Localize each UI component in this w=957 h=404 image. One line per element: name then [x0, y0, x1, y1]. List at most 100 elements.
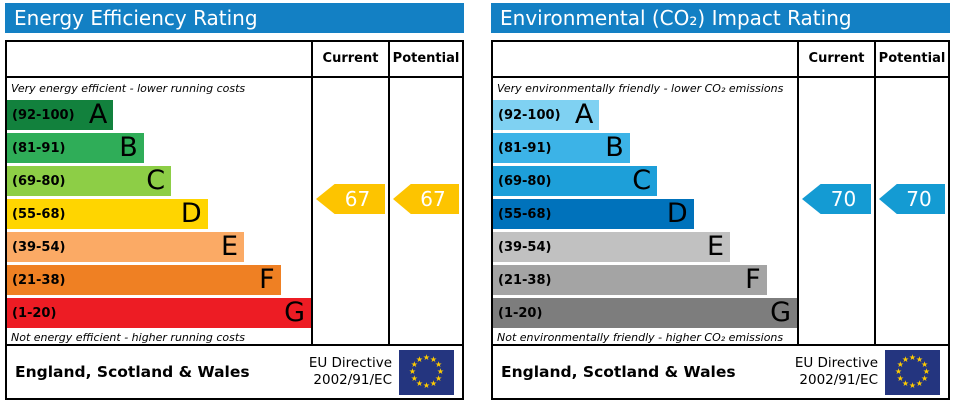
eu-star-icon: ★	[896, 360, 904, 369]
band-letter: F	[259, 264, 275, 295]
band-range-label: (81-91)	[498, 140, 552, 156]
co2-current-cell: 70	[799, 78, 876, 344]
band-range-label: (69-80)	[12, 173, 66, 189]
rating-band-b: (81-91) B	[493, 133, 630, 163]
co2-panel-title: Environmental (CO₂) Impact Rating	[491, 3, 950, 33]
rating-band-c: (69-80) C	[7, 165, 172, 196]
energy-region-label: England, Scotland & Wales	[15, 363, 250, 381]
rating-band-f: (21-38) F	[7, 265, 281, 295]
energy-directive-line2: 2002/91/EC	[313, 372, 392, 388]
co2-potential-cell: 70	[876, 78, 948, 344]
energy-directive-line1: EU Directive	[308, 355, 392, 372]
energy-top-note: Very energy efficient - lower running co…	[11, 82, 246, 95]
eu-star-icon: ★	[429, 354, 438, 364]
band-range-label: (1-20)	[12, 305, 57, 321]
eu-star-icon: ★	[908, 353, 917, 362]
eu-star-icon: ★	[896, 374, 904, 383]
rating-band-g: (1-20) G	[7, 298, 311, 328]
energy-bands-column: Very energy efficient - lower running co…	[7, 78, 313, 344]
energy-header-row: Current Potential	[7, 42, 462, 78]
eu-star-icon: ★	[422, 381, 431, 390]
band-letter: E	[221, 231, 239, 262]
band-range-label: (69-80)	[498, 173, 552, 189]
rating-band-a: (92-100) A	[7, 99, 114, 130]
eu-star-icon: ★	[901, 354, 910, 364]
co2-header-row: Current Potential	[493, 42, 948, 78]
band-range-label: (55-68)	[12, 206, 66, 222]
eu-star-icon: ★	[435, 360, 443, 369]
energy-current-arrow: 67	[316, 184, 385, 214]
energy-current-value: 67	[344, 187, 371, 211]
energy-potential-value: 67	[420, 187, 446, 211]
co2-current-column-header: Current	[799, 42, 876, 76]
rating-band-d: (55-68) D	[7, 199, 208, 229]
energy-rating-table: Current Potential Very energy efficient …	[5, 40, 464, 400]
eu-star-icon: ★	[436, 367, 445, 376]
eu-flag-icon: ★ ★ ★ ★ ★ ★ ★ ★ ★ ★ ★ ★	[399, 349, 454, 395]
band-letter: A	[88, 99, 108, 130]
eu-flag-icon: ★ ★ ★ ★ ★ ★ ★ ★ ★ ★ ★ ★	[885, 349, 940, 395]
co2-rating-table: Current Potential Very environmentally f…	[491, 40, 950, 400]
eu-star-icon: ★	[915, 354, 924, 364]
band-range-label: (21-38)	[498, 272, 552, 288]
eu-star-icon: ★	[915, 379, 924, 389]
band-range-label: (1-20)	[498, 305, 543, 321]
eu-star-icon: ★	[922, 367, 931, 376]
rating-band-e: (39-54) E	[7, 231, 245, 262]
co2-bands-column: Very environmentally friendly - lower CO…	[493, 78, 799, 344]
eu-star-icon: ★	[429, 379, 438, 389]
rating-band-c: (69-80) C	[493, 165, 658, 196]
co2-chart-body: Very environmentally friendly - lower CO…	[493, 78, 948, 344]
energy-potential-arrow: 67	[393, 184, 459, 214]
eu-star-icon: ★	[422, 353, 431, 362]
band-letter: D	[180, 198, 202, 229]
co2-potential-arrow: 70	[879, 184, 945, 214]
energy-chart-body: Very energy efficient - lower running co…	[7, 78, 462, 344]
band-range-label: (55-68)	[498, 206, 552, 222]
energy-potential-column-header: Potential	[392, 51, 460, 66]
co2-impact-panel: Environmental (CO₂) Impact Rating Curren…	[491, 3, 950, 400]
energy-bottom-note: Not energy efficient - higher running co…	[11, 331, 245, 344]
eu-star-icon: ★	[435, 374, 443, 383]
eu-star-icon: ★	[921, 374, 929, 383]
co2-header-spacer	[493, 42, 799, 76]
co2-current-arrow: 70	[802, 184, 871, 214]
band-letter: C	[632, 165, 652, 196]
band-letter: B	[119, 132, 138, 163]
band-range-label: (39-54)	[498, 239, 552, 255]
rating-band-d: (55-68) D	[493, 199, 694, 229]
band-letter: F	[745, 264, 761, 295]
rating-band-f: (21-38) F	[493, 265, 767, 295]
rating-band-e: (39-54) E	[493, 231, 731, 262]
band-range-label: (21-38)	[12, 272, 66, 288]
eu-star-icon: ★	[894, 367, 903, 376]
energy-header-spacer	[7, 42, 313, 76]
eu-star-icon: ★	[908, 381, 917, 390]
co2-rating-bands: (92-100) A (81-91) B (69-80) C (55-68) D (39-54)…	[493, 100, 797, 328]
eu-star-icon: ★	[408, 367, 417, 376]
band-range-label: (92-100)	[498, 107, 561, 123]
co2-directive-line1: EU Directive	[794, 355, 878, 372]
rating-band-b: (81-91) B	[7, 133, 144, 163]
band-letter: G	[284, 297, 305, 328]
energy-panel-title: Energy Efficiency Rating	[5, 3, 464, 33]
co2-top-note: Very environmentally friendly - lower CO…	[497, 82, 784, 95]
band-letter: G	[770, 297, 791, 328]
rating-band-g: (1-20) G	[493, 298, 797, 328]
eu-star-icon: ★	[410, 374, 418, 383]
co2-footer: England, Scotland & Wales EU Directive 2…	[493, 344, 948, 398]
co2-bottom-note: Not environmentally friendly - higher CO…	[497, 331, 784, 344]
co2-region-label: England, Scotland & Wales	[501, 363, 736, 381]
eu-star-icon: ★	[921, 360, 929, 369]
eu-star-icon: ★	[415, 354, 424, 364]
eu-star-icon: ★	[901, 379, 910, 389]
eu-star-icon: ★	[410, 360, 418, 369]
energy-potential-cell: 67	[390, 78, 462, 344]
energy-footer: England, Scotland & Wales EU Directive 2…	[7, 344, 462, 398]
band-letter: C	[146, 165, 166, 196]
co2-directive-line2: 2002/91/EC	[799, 372, 878, 388]
band-letter: E	[707, 231, 725, 262]
band-range-label: (92-100)	[12, 107, 75, 123]
band-letter: B	[605, 132, 624, 163]
